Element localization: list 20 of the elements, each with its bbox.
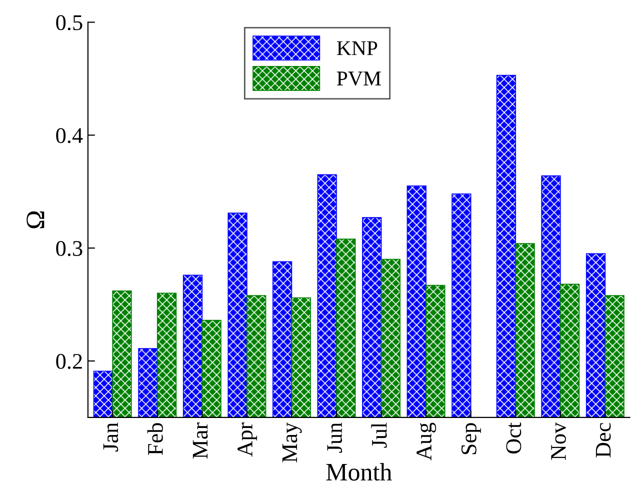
legend-label: KNP (336, 41, 378, 56)
x-tick-label: Nov (551, 422, 566, 460)
y-tick-label: 0.4 (56, 128, 83, 144)
x-tick-label: Dec (596, 422, 611, 458)
x-tick-label: Mar (192, 422, 208, 459)
x-tick-label: Jan (103, 422, 118, 452)
x-tick-label: May (282, 422, 302, 462)
x-tick-label: Jul (371, 422, 387, 448)
x-tick-label: Apr (238, 422, 257, 457)
legend-label: PVM (336, 72, 381, 86)
x-tick-label: Oct (506, 422, 522, 454)
y-tick-label: 0.5 (56, 15, 82, 30)
x-tick-label: Sep (461, 423, 481, 454)
x-tick-label: Feb (147, 423, 163, 455)
x-tick-label: Aug (416, 422, 436, 460)
y-axis-title: Ω (26, 211, 44, 228)
y-tick-label: 0.2 (56, 354, 82, 369)
y-tick-label: 0.3 (56, 240, 82, 256)
x-tick-label: Jun (327, 422, 342, 453)
x-axis-title: Month (326, 463, 392, 481)
